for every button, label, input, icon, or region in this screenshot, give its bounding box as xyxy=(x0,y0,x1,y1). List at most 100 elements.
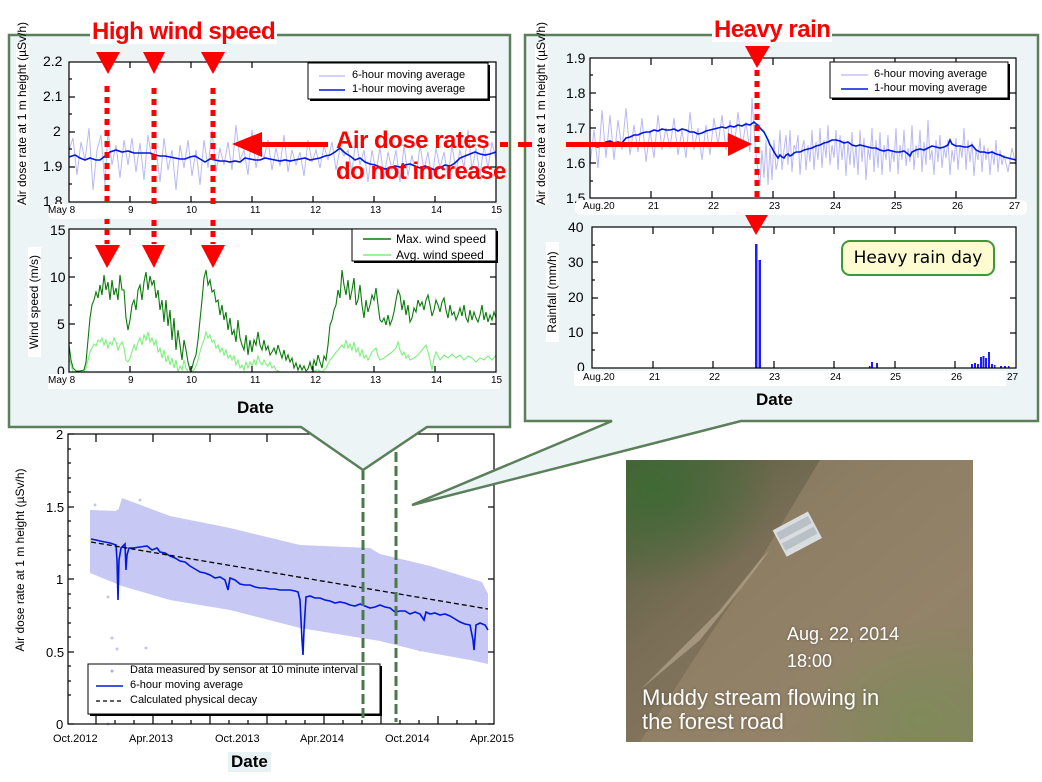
rain-panel xyxy=(411,33,1040,507)
high-wind-title: High wind speed xyxy=(90,18,278,45)
y-tick: 1 xyxy=(56,572,64,587)
x-tick: 15 xyxy=(491,205,503,216)
y-tick: 2 xyxy=(53,123,61,139)
y-label-text: Air dose rate at 1 m height (µSv/h) xyxy=(534,22,548,205)
rain-dose-x-ticks: Aug.20 21 22 23 24 25 26 27 xyxy=(575,200,1027,215)
y-label-text: Air dose rate at 1 m height (µSv/h) xyxy=(15,22,29,205)
x-tick: 12 xyxy=(310,375,322,386)
photo-caption-line1: Muddy stream flowing in xyxy=(642,685,880,710)
heavy-rain-day-badge: Heavy rain day xyxy=(841,240,995,276)
y-tick: 1.9 xyxy=(43,158,63,174)
rainfall-x-ticks: Aug.20 21 22 23 24 25 26 27 xyxy=(574,371,1018,386)
x-tick: 23 xyxy=(769,201,781,212)
x-tick: 24 xyxy=(830,201,842,212)
y-tick: 2.1 xyxy=(43,88,63,104)
long-term-x-label: Date xyxy=(228,752,271,772)
y-label-text: Rainfall (mm/h) xyxy=(545,251,559,333)
y-tick: 0.5 xyxy=(46,645,65,660)
red-dotted-lines xyxy=(104,70,760,244)
y-tick: 1.8 xyxy=(566,85,586,101)
y-tick: 10 xyxy=(568,324,584,340)
photo-muddy-stream xyxy=(626,460,973,742)
x-tick: 13 xyxy=(370,205,382,216)
rainfall-y-label: Rainfall (mm/h) xyxy=(545,242,560,342)
wind-legend-max: Max. wind speed xyxy=(396,232,487,246)
wind-legend-avg: Avg. wind speed xyxy=(396,248,484,262)
x-tick: 22 xyxy=(708,201,720,212)
x-tick: 21 xyxy=(649,372,661,383)
photo-time: 18:00 xyxy=(787,651,833,671)
x-tick: May 8 xyxy=(48,375,76,386)
y-tick: 20 xyxy=(568,289,584,305)
wind-dose-y-label: Air dose rate at 1 m height (µSv/h) xyxy=(15,22,30,205)
y-tick: 15 xyxy=(50,222,66,238)
x-tick: 9 xyxy=(128,205,134,216)
y-tick: 2.2 xyxy=(43,53,63,69)
long-term-legend-6h: 6-hour moving average xyxy=(130,679,244,691)
wind-speed-x-ticks: May 8 9 10 11 12 13 14 15 xyxy=(48,374,503,389)
x-tick: 23 xyxy=(769,372,781,383)
y-label-text: Air dose rate at 1 m height (µSv/h) xyxy=(13,468,27,652)
x-tick: 21 xyxy=(648,201,660,212)
long-term-legend-decay: Calculated physical decay xyxy=(130,694,258,706)
x-tick: 11 xyxy=(250,375,261,386)
x-tick: Aug.20 xyxy=(583,372,615,383)
x-tick: 12 xyxy=(310,205,322,216)
x-tick: 14 xyxy=(431,375,443,386)
x-tick: 24 xyxy=(830,372,842,383)
y-tick: 1.5 xyxy=(46,500,65,515)
x-tick: Apr.2015 xyxy=(470,733,515,745)
x-tick: 26 xyxy=(951,372,963,383)
wind-panel xyxy=(7,33,512,472)
red-markers xyxy=(95,46,770,268)
x-tick: 10 xyxy=(186,375,198,386)
y-tick: 1.6 xyxy=(566,155,586,171)
wind-dose-legend-6h: 6-hour moving average xyxy=(352,69,466,81)
x-tick: Oct.2014 xyxy=(385,733,430,745)
y-tick: 5 xyxy=(57,316,65,332)
y-tick: 40 xyxy=(568,219,584,235)
x-tick: May 8 xyxy=(48,205,76,216)
x-tick: 26 xyxy=(952,201,964,212)
x-tick: Oct.2013 xyxy=(215,733,260,745)
y-tick: 30 xyxy=(568,254,584,270)
y-tick: 10 xyxy=(50,269,66,285)
x-tick: 15 xyxy=(491,375,503,386)
wind-dose-x-ticks: May 8 9 10 11 12 13 14 15 xyxy=(48,204,503,219)
x-tick: 11 xyxy=(250,205,261,216)
x-tick: 22 xyxy=(709,372,721,383)
x-tick: Apr.2014 xyxy=(300,733,345,745)
y-tick: 2 xyxy=(56,427,64,442)
photo-date: Aug. 22, 2014 xyxy=(787,624,900,644)
wind-speed-y-label: Wind speed (m/s) xyxy=(27,247,42,357)
x-tick: 25 xyxy=(890,372,902,383)
air-dose-annotation-line1: Air dose rates xyxy=(336,127,490,154)
long-term-chart xyxy=(67,433,495,726)
x-tick: 13 xyxy=(370,375,382,386)
y-tick: 1.7 xyxy=(566,120,586,136)
x-tick: Oct.2012 xyxy=(53,733,98,745)
air-dose-annotation-line2: do not increase xyxy=(336,158,506,185)
rain-x-label: Date xyxy=(756,390,793,409)
y-tick: 0 xyxy=(56,717,64,732)
wind-dose-legend-1h: 1-hour moving average xyxy=(352,83,466,95)
x-tick: 10 xyxy=(186,205,198,216)
x-tick: 27 xyxy=(1007,372,1019,383)
long-term-legend-sensor: Data measured by sensor at 10 minute int… xyxy=(130,664,359,676)
y-label-text: Wind speed (m/s) xyxy=(27,254,41,350)
heavy-rain-title: Heavy rain xyxy=(712,16,833,43)
y-tick: 1.9 xyxy=(566,50,586,66)
x-tick: 14 xyxy=(431,205,443,216)
y-tick: 0 xyxy=(577,359,585,375)
x-tick: Apr.2013 xyxy=(129,733,174,745)
x-tick: 25 xyxy=(891,201,903,212)
rain-dose-legend-1h: 1-hour moving average xyxy=(874,82,988,94)
y-tick: 0 xyxy=(57,363,65,379)
x-tick: Aug.20 xyxy=(583,201,615,212)
wind-x-label: Date xyxy=(237,398,274,417)
long-term-y-label: Air dose rate at 1 m height (µSv/h) xyxy=(13,460,27,660)
rain-dose-y-label: Air dose rate at 1 m height (µSv/h) xyxy=(534,22,549,205)
photo-caption-line2: the forest road xyxy=(642,709,784,734)
x-tick: 27 xyxy=(1009,201,1021,212)
